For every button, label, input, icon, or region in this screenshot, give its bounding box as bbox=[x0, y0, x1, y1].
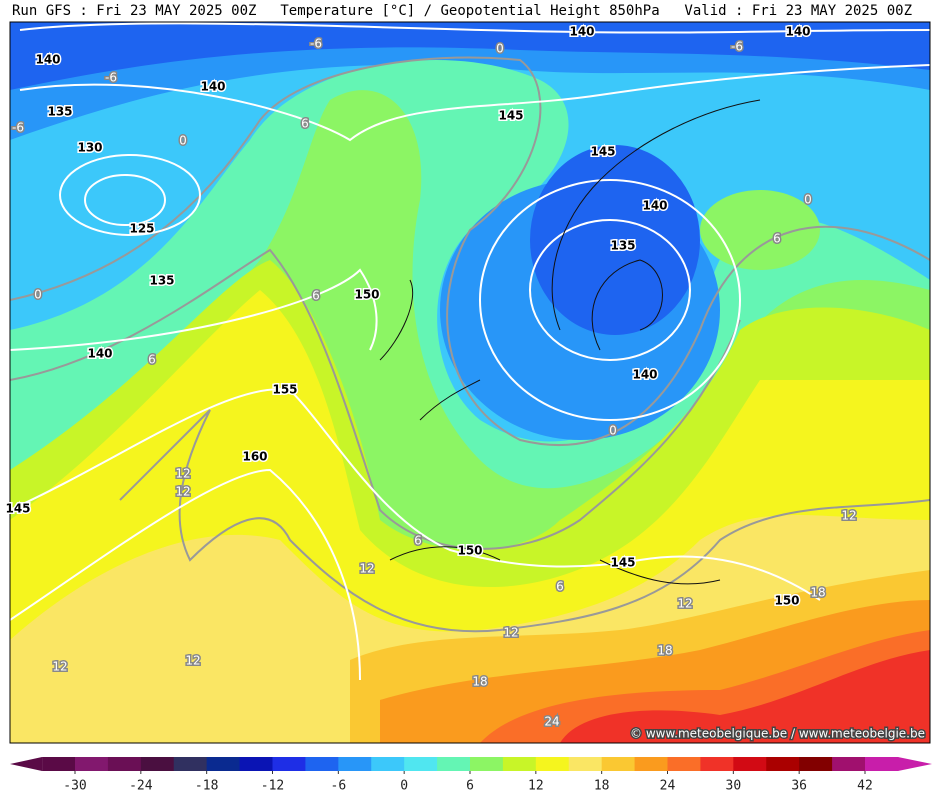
height-label: 140 bbox=[200, 80, 225, 94]
temperature-label: 12 bbox=[841, 509, 856, 523]
temperature-label: 12 bbox=[175, 467, 190, 481]
colorbar-swatch bbox=[140, 757, 175, 771]
colorbar-swatch bbox=[272, 757, 306, 771]
colorbar-tick-label: 42 bbox=[857, 779, 873, 794]
height-label: 130 bbox=[77, 141, 102, 155]
colorbar-swatch bbox=[470, 757, 504, 771]
height-label: 135 bbox=[610, 239, 635, 253]
temperature-label: 12 bbox=[52, 660, 67, 674]
height-label: 150 bbox=[774, 594, 799, 608]
colorbar-tick-label: -12 bbox=[261, 779, 284, 794]
valid-label: Valid : Fri 23 MAY 2025 00Z bbox=[684, 3, 912, 19]
temperature-label: -6 bbox=[105, 71, 117, 85]
temperature-label: 0 bbox=[496, 42, 504, 56]
height-label: 155 bbox=[272, 383, 297, 397]
colorbar-tick-label: 24 bbox=[660, 779, 676, 794]
colorbar-swatch bbox=[42, 757, 76, 771]
height-label: 145 bbox=[610, 556, 635, 570]
colorbar-swatch bbox=[766, 757, 800, 771]
temperature-label: 6 bbox=[414, 534, 422, 548]
temperature-label: -6 bbox=[12, 121, 24, 135]
colorbar-tick-label: -30 bbox=[63, 779, 86, 794]
height-label: 145 bbox=[498, 109, 523, 123]
temperature-label: -6 bbox=[310, 37, 322, 51]
height-label: 145 bbox=[5, 502, 30, 516]
colorbar-swatch bbox=[535, 757, 570, 771]
temperature-label: 6 bbox=[773, 232, 781, 246]
map-frame bbox=[9, 21, 931, 744]
colorbar-swatch bbox=[206, 757, 241, 771]
colorbar-tick-label: 18 bbox=[594, 779, 610, 794]
colorbar-swatch bbox=[700, 757, 734, 771]
height-label: 160 bbox=[242, 450, 267, 464]
height-label: 150 bbox=[457, 544, 482, 558]
height-label: 135 bbox=[47, 105, 72, 119]
colorbar-max-arrow bbox=[897, 757, 932, 771]
temperature-label: 6 bbox=[312, 289, 320, 303]
colorbar-swatch bbox=[75, 757, 109, 771]
temperature-label: 12 bbox=[185, 654, 200, 668]
colorbar-swatch bbox=[634, 757, 668, 771]
colorbar-tick-label: 0 bbox=[400, 779, 408, 794]
colorbar-tick-label: 36 bbox=[791, 779, 807, 794]
colorbar-swatch bbox=[371, 757, 405, 771]
colorbar-swatch bbox=[799, 757, 833, 771]
temperature-label: 6 bbox=[556, 580, 564, 594]
height-label: 140 bbox=[632, 368, 657, 382]
map-field bbox=[10, 22, 930, 743]
colorbar-swatch bbox=[733, 757, 767, 771]
colorbar-swatch bbox=[305, 757, 339, 771]
credit: © www.meteobelgique.be / www.meteobelgie… bbox=[630, 727, 925, 741]
temperature-label: 24 bbox=[544, 715, 559, 729]
temperature-label: 12 bbox=[359, 562, 374, 576]
colorbar-tick-label: 30 bbox=[726, 779, 742, 794]
colorbar-tick-label: -6 bbox=[331, 779, 347, 794]
colorbar-swatch bbox=[437, 757, 471, 771]
colorbar-tick-label: -24 bbox=[129, 779, 153, 794]
temperature-label: 0 bbox=[179, 134, 187, 148]
height-label: 140 bbox=[642, 199, 667, 213]
temperature-label: 6 bbox=[301, 117, 309, 131]
temperature-label: 12 bbox=[503, 626, 518, 640]
temperature-label: 18 bbox=[810, 586, 825, 600]
temperature-label: 0 bbox=[804, 193, 812, 207]
height-label: 125 bbox=[129, 222, 154, 236]
colorbar-swatch bbox=[667, 757, 701, 771]
temperature-label: 18 bbox=[472, 675, 487, 689]
height-label: 150 bbox=[354, 288, 379, 302]
temperature-label: 12 bbox=[677, 597, 692, 611]
height-label: 140 bbox=[35, 53, 60, 67]
height-label: 140 bbox=[87, 347, 112, 361]
colorbar-min-arrow bbox=[10, 757, 43, 771]
colorbar-swatch bbox=[338, 757, 372, 771]
colorbar-swatch bbox=[601, 757, 636, 771]
temperature-label: 6 bbox=[148, 353, 156, 367]
temperature-label: 0 bbox=[34, 288, 42, 302]
temperature-label: 0 bbox=[609, 424, 617, 438]
colorbar-tick-label: -18 bbox=[195, 779, 218, 794]
colorbar-swatch bbox=[107, 757, 142, 771]
temperature-label: -6 bbox=[731, 40, 743, 54]
colorbar-swatch bbox=[568, 757, 603, 771]
map-title: Temperature [°C] / Geopotential Height 8… bbox=[280, 3, 659, 19]
colorbar-swatch bbox=[832, 757, 866, 771]
colorbar-swatch bbox=[865, 757, 899, 771]
colorbar-swatch bbox=[404, 757, 438, 771]
height-label: 140 bbox=[785, 25, 810, 39]
height-label: 145 bbox=[590, 145, 615, 159]
colorbar-tick-label: 12 bbox=[528, 779, 544, 794]
colorbar-swatch bbox=[173, 757, 208, 771]
colorbar-swatch bbox=[239, 757, 273, 771]
temperature-label: 18 bbox=[657, 644, 672, 658]
colorbar-tick-label: 6 bbox=[466, 779, 474, 794]
height-label: 140 bbox=[569, 25, 594, 39]
temperature-label: 12 bbox=[175, 485, 190, 499]
colorbar-swatch bbox=[502, 757, 537, 771]
run-label: Run GFS : Fri 23 MAY 2025 00Z bbox=[12, 3, 256, 19]
height-label: 135 bbox=[149, 274, 174, 288]
